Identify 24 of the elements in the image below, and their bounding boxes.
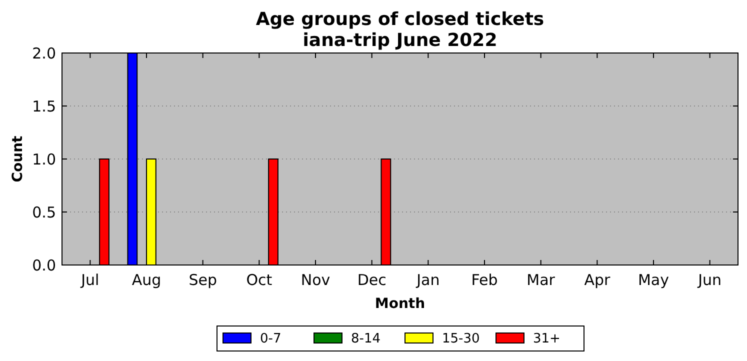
x-tick-label: Apr xyxy=(584,271,611,289)
x-tick-label: Feb xyxy=(471,271,498,289)
x-tick-label: Jun xyxy=(697,271,722,289)
x-tick-label: Jul xyxy=(80,271,100,289)
y-tick-label: 1.5 xyxy=(32,97,56,116)
y-tick-label: 1.0 xyxy=(32,150,56,168)
legend-label: 15-30 xyxy=(442,332,480,347)
x-tick-label: May xyxy=(638,271,670,289)
legend-label: 31+ xyxy=(533,332,560,347)
x-tick-label: Sep xyxy=(188,271,217,289)
y-tick-label: 2.0 xyxy=(32,44,56,62)
x-tick-label: Mar xyxy=(526,271,556,289)
x-tick-label: Nov xyxy=(300,271,330,289)
legend-label: 0-7 xyxy=(260,332,282,347)
x-axis-title: Month xyxy=(374,296,426,312)
y-axis-title: Count xyxy=(10,135,26,182)
legend-label: 8-14 xyxy=(351,332,381,347)
y-tick-label: 0.5 xyxy=(32,203,56,222)
y-tick-label: 0.0 xyxy=(32,256,56,274)
x-tick-label: Dec xyxy=(357,271,386,289)
x-tick-label: Aug xyxy=(132,271,162,289)
x-tick-label: Jan xyxy=(416,271,440,289)
chart-title: Age groups of closed tickets iana-trip June 2022 xyxy=(256,9,544,51)
x-tick-label: Oct xyxy=(246,271,272,289)
